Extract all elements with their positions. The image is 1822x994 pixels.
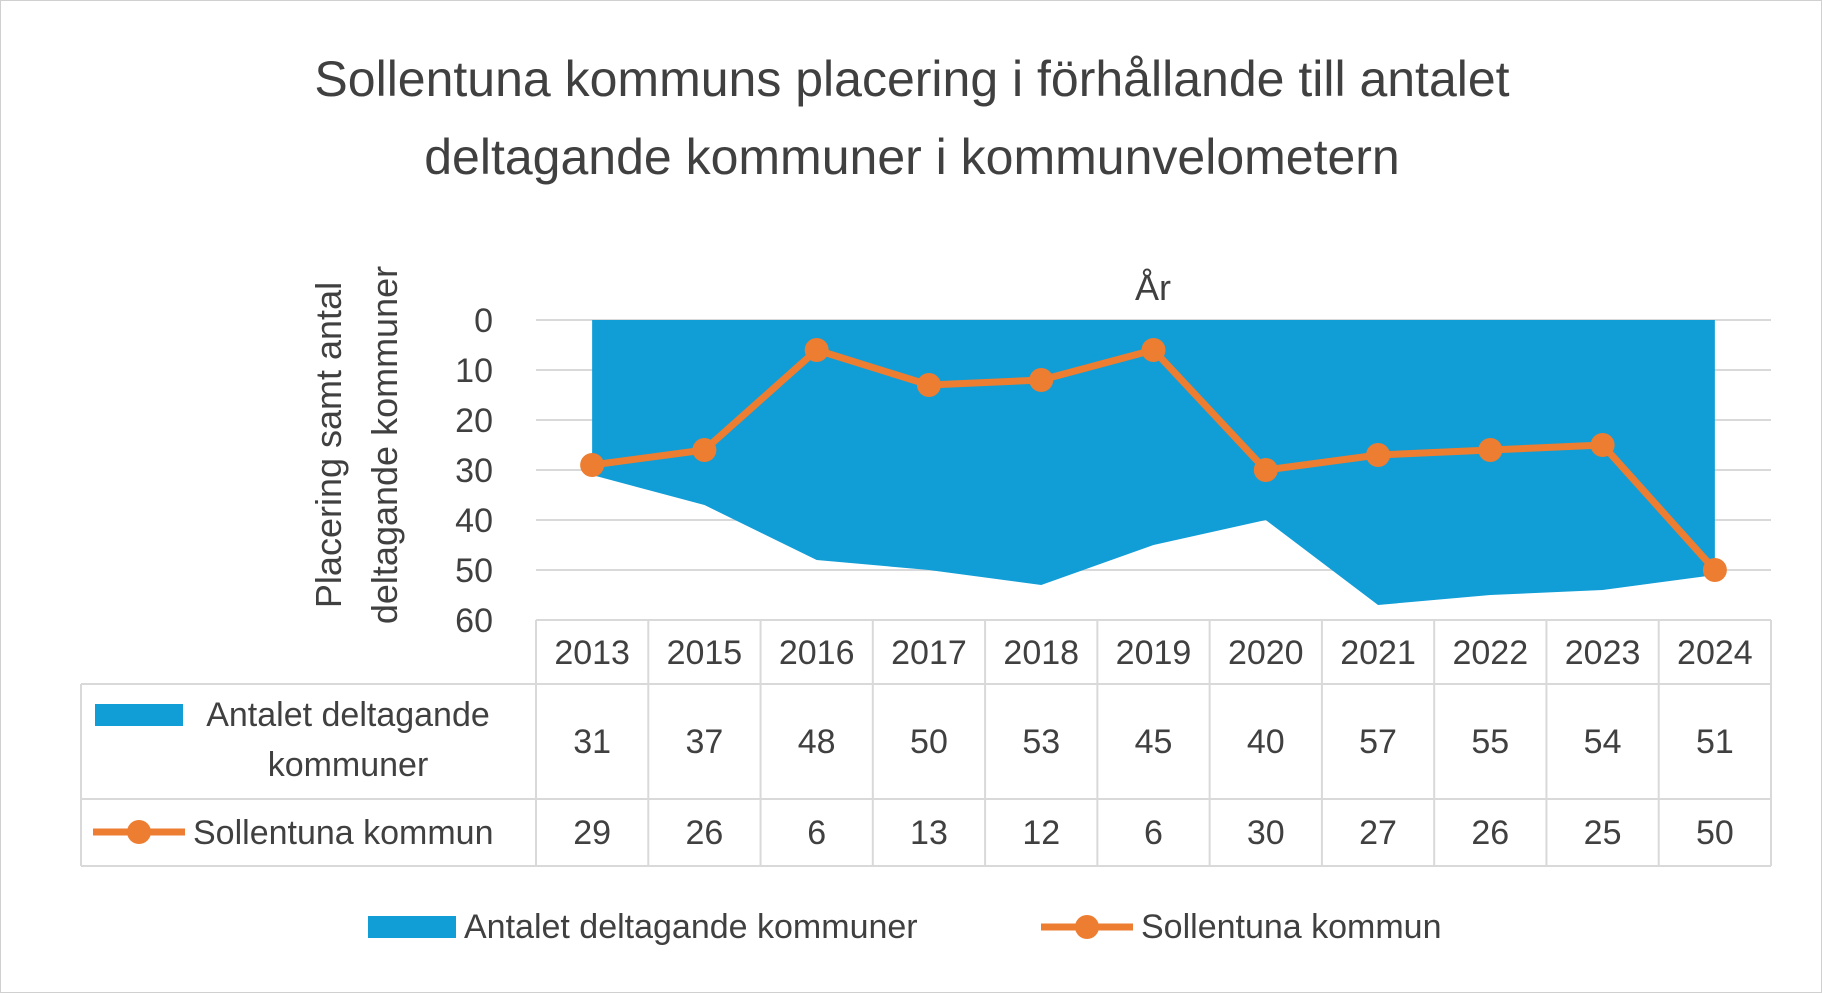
line-point (580, 453, 605, 477)
legend-key-marker (1075, 915, 1099, 939)
line-point (1029, 368, 1054, 392)
area-fill (592, 320, 1715, 605)
x-axis-title: År (1135, 267, 1171, 308)
y-tick-label: 50 (455, 552, 493, 590)
table-cell-value: 30 (1247, 814, 1285, 852)
table-row-label: Antalet deltagande (206, 696, 490, 734)
line-point (1141, 338, 1166, 362)
line-point (692, 438, 717, 462)
table-legend-key-area (95, 704, 183, 726)
x-tick-label: 2018 (1003, 634, 1079, 672)
y-tick-label: 0 (474, 302, 493, 340)
x-tick-label: 2019 (1116, 634, 1192, 672)
line-point (1702, 558, 1727, 582)
table-row-label: kommuner (268, 746, 429, 784)
y-axis-title-line-2: deltagande kommuner (364, 266, 405, 624)
table-cell-value: 25 (1584, 814, 1622, 852)
table-legend-key-marker (127, 820, 151, 844)
y-tick-label: 20 (455, 402, 493, 440)
y-axis-ticks: 0 10 20 30 40 50 60 (455, 302, 493, 640)
table-cell-value: 29 (573, 814, 611, 852)
table-cell-value: 53 (1022, 723, 1060, 761)
area-series (592, 320, 1715, 605)
table-row-label: Sollentuna kommun (193, 814, 494, 852)
table-cell-value: 54 (1584, 723, 1622, 761)
table-cell-value: 40 (1247, 723, 1285, 761)
x-tick-label: 2015 (667, 634, 743, 672)
x-tick-label: 2023 (1565, 634, 1641, 672)
table-cell-value: 55 (1471, 723, 1509, 761)
y-tick-label: 40 (455, 502, 493, 540)
table-cell-value: 50 (1696, 814, 1734, 852)
table-cell-value: 6 (807, 814, 826, 852)
x-tick-label: 2013 (554, 634, 630, 672)
y-tick-label: 10 (455, 352, 493, 390)
y-tick-label: 60 (455, 602, 493, 640)
line-point (1478, 438, 1503, 462)
x-tick-label: 2020 (1228, 634, 1304, 672)
table-cell-value: 13 (910, 814, 948, 852)
table-cell-value: 12 (1022, 814, 1060, 852)
data-table: 2013 2015 2016 2017 2018 2019 2020 2021 2022 2023… (80, 619, 1772, 867)
line-series (580, 338, 1727, 582)
x-tick-label: 2022 (1452, 634, 1528, 672)
table-cell-value: 26 (1471, 814, 1509, 852)
line-point (804, 338, 829, 362)
legend: Antalet deltagande kommuner Sollentuna ko… (368, 908, 1442, 946)
legend-key-area (368, 916, 456, 938)
legend-label: Sollentuna kommun (1141, 908, 1442, 946)
table-cell-value: 6 (1144, 814, 1163, 852)
table-cell-value: 51 (1696, 723, 1734, 761)
y-tick-label: 30 (455, 452, 493, 490)
x-tick-label: 2024 (1677, 634, 1753, 672)
table-cell-value: 50 (910, 723, 948, 761)
table-cell-value: 48 (798, 723, 836, 761)
line-point (1253, 458, 1278, 482)
line-point (1590, 433, 1615, 457)
table-cell-value: 57 (1359, 723, 1397, 761)
table-cell-value: 27 (1359, 814, 1397, 852)
table-cell-value: 45 (1135, 723, 1173, 761)
x-tick-label: 2021 (1340, 634, 1416, 672)
table-cell-value: 26 (685, 814, 723, 852)
chart-title-line-2: deltagande kommuner i kommunvelometern (424, 129, 1400, 185)
table-cell-value: 31 (573, 723, 611, 761)
y-axis-title-line-1: Placering samt antal (308, 282, 349, 608)
line-point (1366, 443, 1391, 467)
x-tick-label: 2017 (891, 634, 967, 672)
x-tick-label: 2016 (779, 634, 855, 672)
chart-title-line-1: Sollentuna kommuns placering i förhållan… (314, 51, 1509, 107)
table-cell-value: 37 (685, 723, 723, 761)
legend-label: Antalet deltagande kommuner (464, 908, 918, 946)
line-point (916, 373, 941, 397)
